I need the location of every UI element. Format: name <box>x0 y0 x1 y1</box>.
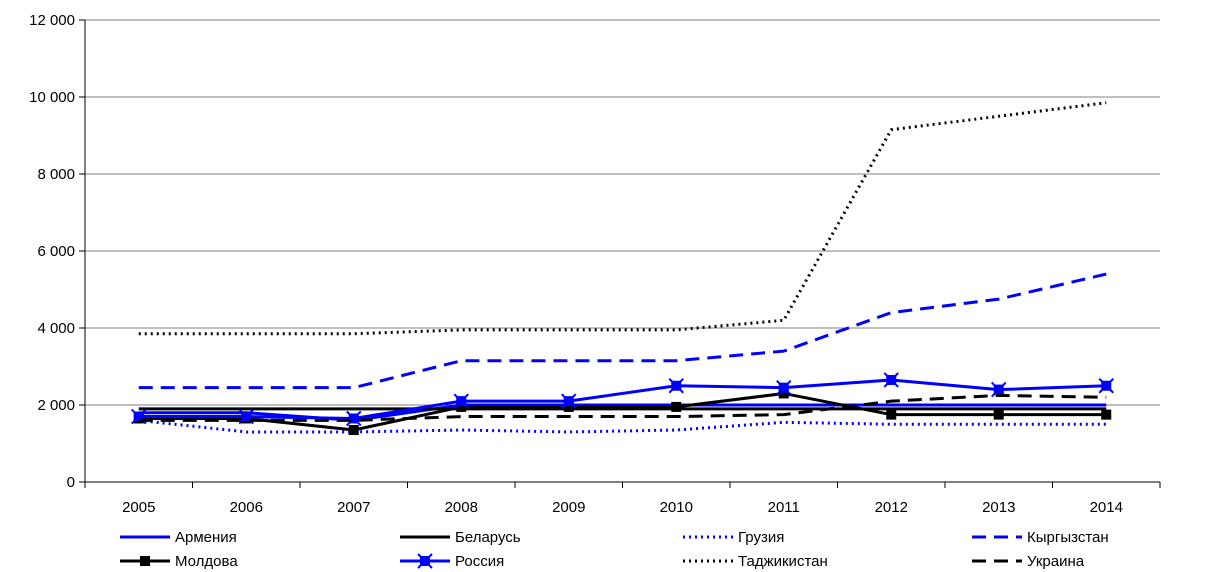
legend-label-1: Беларусь <box>455 529 521 546</box>
x-tick-label-2006: 2006 <box>230 499 263 516</box>
legend-label-6: Таджикистан <box>738 553 828 570</box>
legend-marker-4 <box>140 556 150 566</box>
series-4-point-3 <box>456 401 467 412</box>
x-tick-label-2014: 2014 <box>1090 499 1123 516</box>
legend-label-4: Молдова <box>175 553 238 570</box>
y-tick-label-6000: 6 000 <box>37 243 75 260</box>
series-4-point-5 <box>671 401 682 412</box>
x-tick-label-2010: 2010 <box>660 499 693 516</box>
series-5-point-9-cross <box>1098 378 1114 394</box>
series-lines <box>131 101 1114 436</box>
series-4-point-4 <box>563 401 574 412</box>
legend: Армения Беларусь Грузия Кыргызстан Молдова Ро… <box>120 529 1109 570</box>
series-line-5 <box>138 378 1107 420</box>
x-tick-label-2012: 2012 <box>875 499 908 516</box>
legend-label-2: Грузия <box>738 529 784 546</box>
series-4-point-7 <box>886 409 897 420</box>
series-5-point-2-cross <box>346 410 362 427</box>
series-4-point-8 <box>993 409 1004 420</box>
x-tick-label-2008: 2008 <box>445 499 478 516</box>
series-4-point-9 <box>1101 409 1112 420</box>
series-5-point-5-cross <box>668 378 684 394</box>
series-5-point-7-cross <box>883 372 899 388</box>
y-axis-tick-labels: 0 2 000 4 000 6 000 8 000 10 000 12 000 <box>29 12 75 491</box>
series-line-6 <box>138 101 1107 336</box>
legend-label-5: Россия <box>455 553 504 570</box>
y-tick-label-4000: 4 000 <box>37 320 75 337</box>
y-tick-label-2000: 2 000 <box>37 397 75 414</box>
series-5-point-3-cross <box>453 393 469 409</box>
series-4-point-2 <box>348 425 359 436</box>
y-tick-label-12000: 12 000 <box>29 12 75 29</box>
x-tick-label-2007: 2007 <box>337 499 370 516</box>
x-axis-tick-labels: 2005 2006 2007 2008 2009 2010 2011 2012 2013 2014 <box>122 499 1123 516</box>
x-tick-label-2013: 2013 <box>982 499 1015 516</box>
series-line-7 <box>138 393 1107 422</box>
y-tick-label-10000: 10 000 <box>29 89 75 106</box>
series-5-point-4-cross <box>561 393 577 409</box>
y-tick-label-0: 0 <box>67 474 75 491</box>
series-line-3 <box>138 272 1107 390</box>
x-tick-label-2005: 2005 <box>122 499 155 516</box>
legend-label-0: Армения <box>175 529 237 546</box>
legend-marker-5-cross <box>417 553 433 569</box>
axes <box>79 19 1161 488</box>
x-tick-label-2009: 2009 <box>552 499 585 516</box>
series-4-point-6 <box>778 388 789 399</box>
y-tick-label-8000: 8 000 <box>37 166 75 183</box>
legend-label-7: Украина <box>1027 553 1085 570</box>
series-5-point-6-cross <box>776 379 792 396</box>
series-line-4 <box>138 391 1107 432</box>
x-tick-label-2011: 2011 <box>768 499 800 516</box>
gridlines <box>85 19 1160 406</box>
legend-label-3: Кыргызстан <box>1027 529 1109 546</box>
